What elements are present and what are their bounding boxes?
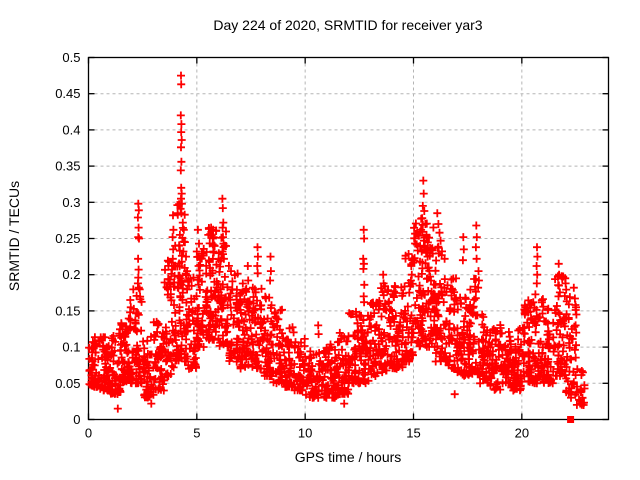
x-tick-label: 10 (298, 426, 312, 441)
x-tick-label: 5 (193, 426, 200, 441)
y-tick-label: 0.35 (55, 159, 80, 174)
y-tick-label: 0.15 (55, 303, 80, 318)
x-tick-label: 20 (515, 426, 529, 441)
y-tick-label: 0.3 (62, 195, 80, 210)
y-tick-label: 0.25 (55, 231, 80, 246)
x-axis-label: GPS time / hours (294, 449, 402, 465)
y-tick-label: 0.5 (62, 50, 80, 65)
y-tick-label: 0.1 (62, 340, 80, 355)
axis-frame (87, 56, 610, 421)
scatter-points (85, 71, 589, 423)
y-tick-label: 0.45 (55, 86, 80, 101)
y-tick-label: 0 (73, 412, 80, 427)
tick-labels: 0 5 10 15 20 0 0.05 0.1 0.15 0.2 0.25 0.3 0.35 0.4 0.4… (55, 50, 529, 441)
last-point-square-marker (567, 416, 575, 423)
x-tick-label: 0 (85, 426, 92, 441)
y-tick-label: 0.4 (62, 122, 80, 137)
y-tick-label: 0.2 (62, 267, 80, 282)
x-tick-label: 15 (406, 426, 420, 441)
chart-title: Day 224 of 2020, SRMTID for receiver yar… (213, 17, 483, 33)
y-tick-label: 0.05 (55, 376, 80, 391)
